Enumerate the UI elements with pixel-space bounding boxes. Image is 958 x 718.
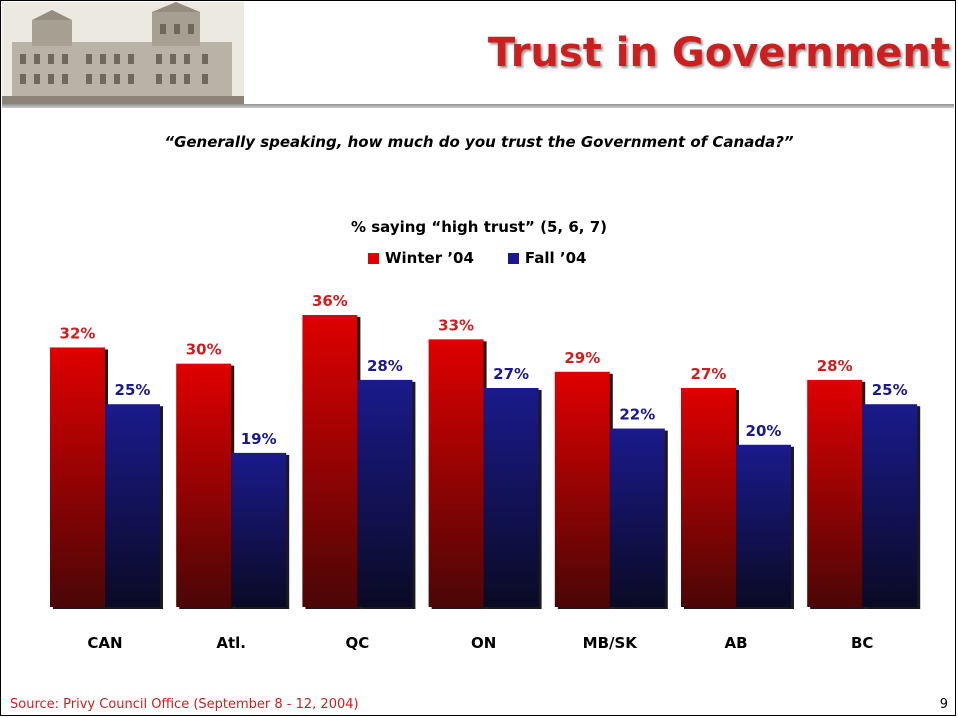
survey-question: “Generally speaking, how much do you tru…	[164, 133, 794, 151]
bar-fall-6	[862, 404, 918, 607]
legend-swatch-winter	[368, 252, 379, 264]
category-label-2: QC	[346, 634, 370, 652]
parliament-building-image	[2, 2, 244, 106]
bar-winter-4	[554, 371, 610, 607]
legend-label-winter: Winter ’04	[385, 249, 474, 267]
header-divider	[2, 104, 954, 108]
data-label-fall-2: 28%	[367, 357, 403, 375]
data-label-winter-1: 30%	[186, 341, 222, 359]
bar-fall-1	[231, 452, 287, 607]
data-label-fall-1: 19%	[241, 430, 277, 448]
data-label-fall-5: 20%	[746, 422, 782, 440]
bar-winter-3	[428, 339, 484, 607]
bar-fall-0	[105, 404, 160, 607]
data-label-winter-4: 29%	[564, 349, 600, 367]
bar-winter-5	[681, 388, 736, 607]
chart-legend: Winter ’04 Fall ’04	[368, 247, 620, 269]
data-label-winter-3: 33%	[438, 316, 474, 334]
data-label-fall-4: 22%	[619, 406, 655, 424]
bar-fall-3	[483, 388, 539, 607]
legend-item-fall: Fall ’04	[507, 249, 587, 267]
category-label-3: ON	[471, 634, 496, 652]
data-label-fall-0: 25%	[115, 381, 151, 399]
slide-title: Trust in Government	[487, 30, 950, 76]
data-label-winter-0: 32%	[60, 324, 96, 342]
category-label-0: CAN	[87, 634, 122, 652]
category-label-1: Atl.	[216, 634, 246, 652]
legend-swatch-fall	[507, 252, 519, 264]
bar-fall-4	[609, 428, 665, 607]
category-label-5: AB	[724, 634, 747, 652]
data-label-fall-6: 25%	[872, 381, 908, 399]
bar-winter-6	[807, 379, 863, 607]
data-label-winter-2: 36%	[312, 292, 348, 310]
source-note: Source: Privy Council Office (September …	[10, 697, 359, 712]
legend-label-fall: Fall ’04	[524, 249, 587, 267]
bar-fall-2	[357, 379, 413, 607]
data-label-fall-3: 27%	[493, 365, 529, 383]
bar-winter-1	[176, 363, 232, 607]
category-label-6: BC	[851, 634, 873, 652]
data-label-winter-5: 27%	[691, 365, 727, 383]
bar-winter-0	[50, 347, 105, 607]
chart-title: % saying “high trust” (5, 6, 7)	[350, 218, 607, 236]
page-number: 9	[939, 697, 948, 712]
bar-fall-5	[736, 444, 791, 607]
building-photo	[2, 2, 244, 106]
legend-item-winter: Winter ’04	[368, 249, 474, 267]
category-label-4: MB/SK	[583, 634, 639, 652]
bar-winter-2	[302, 315, 358, 607]
data-label-winter-6: 28%	[817, 357, 853, 375]
